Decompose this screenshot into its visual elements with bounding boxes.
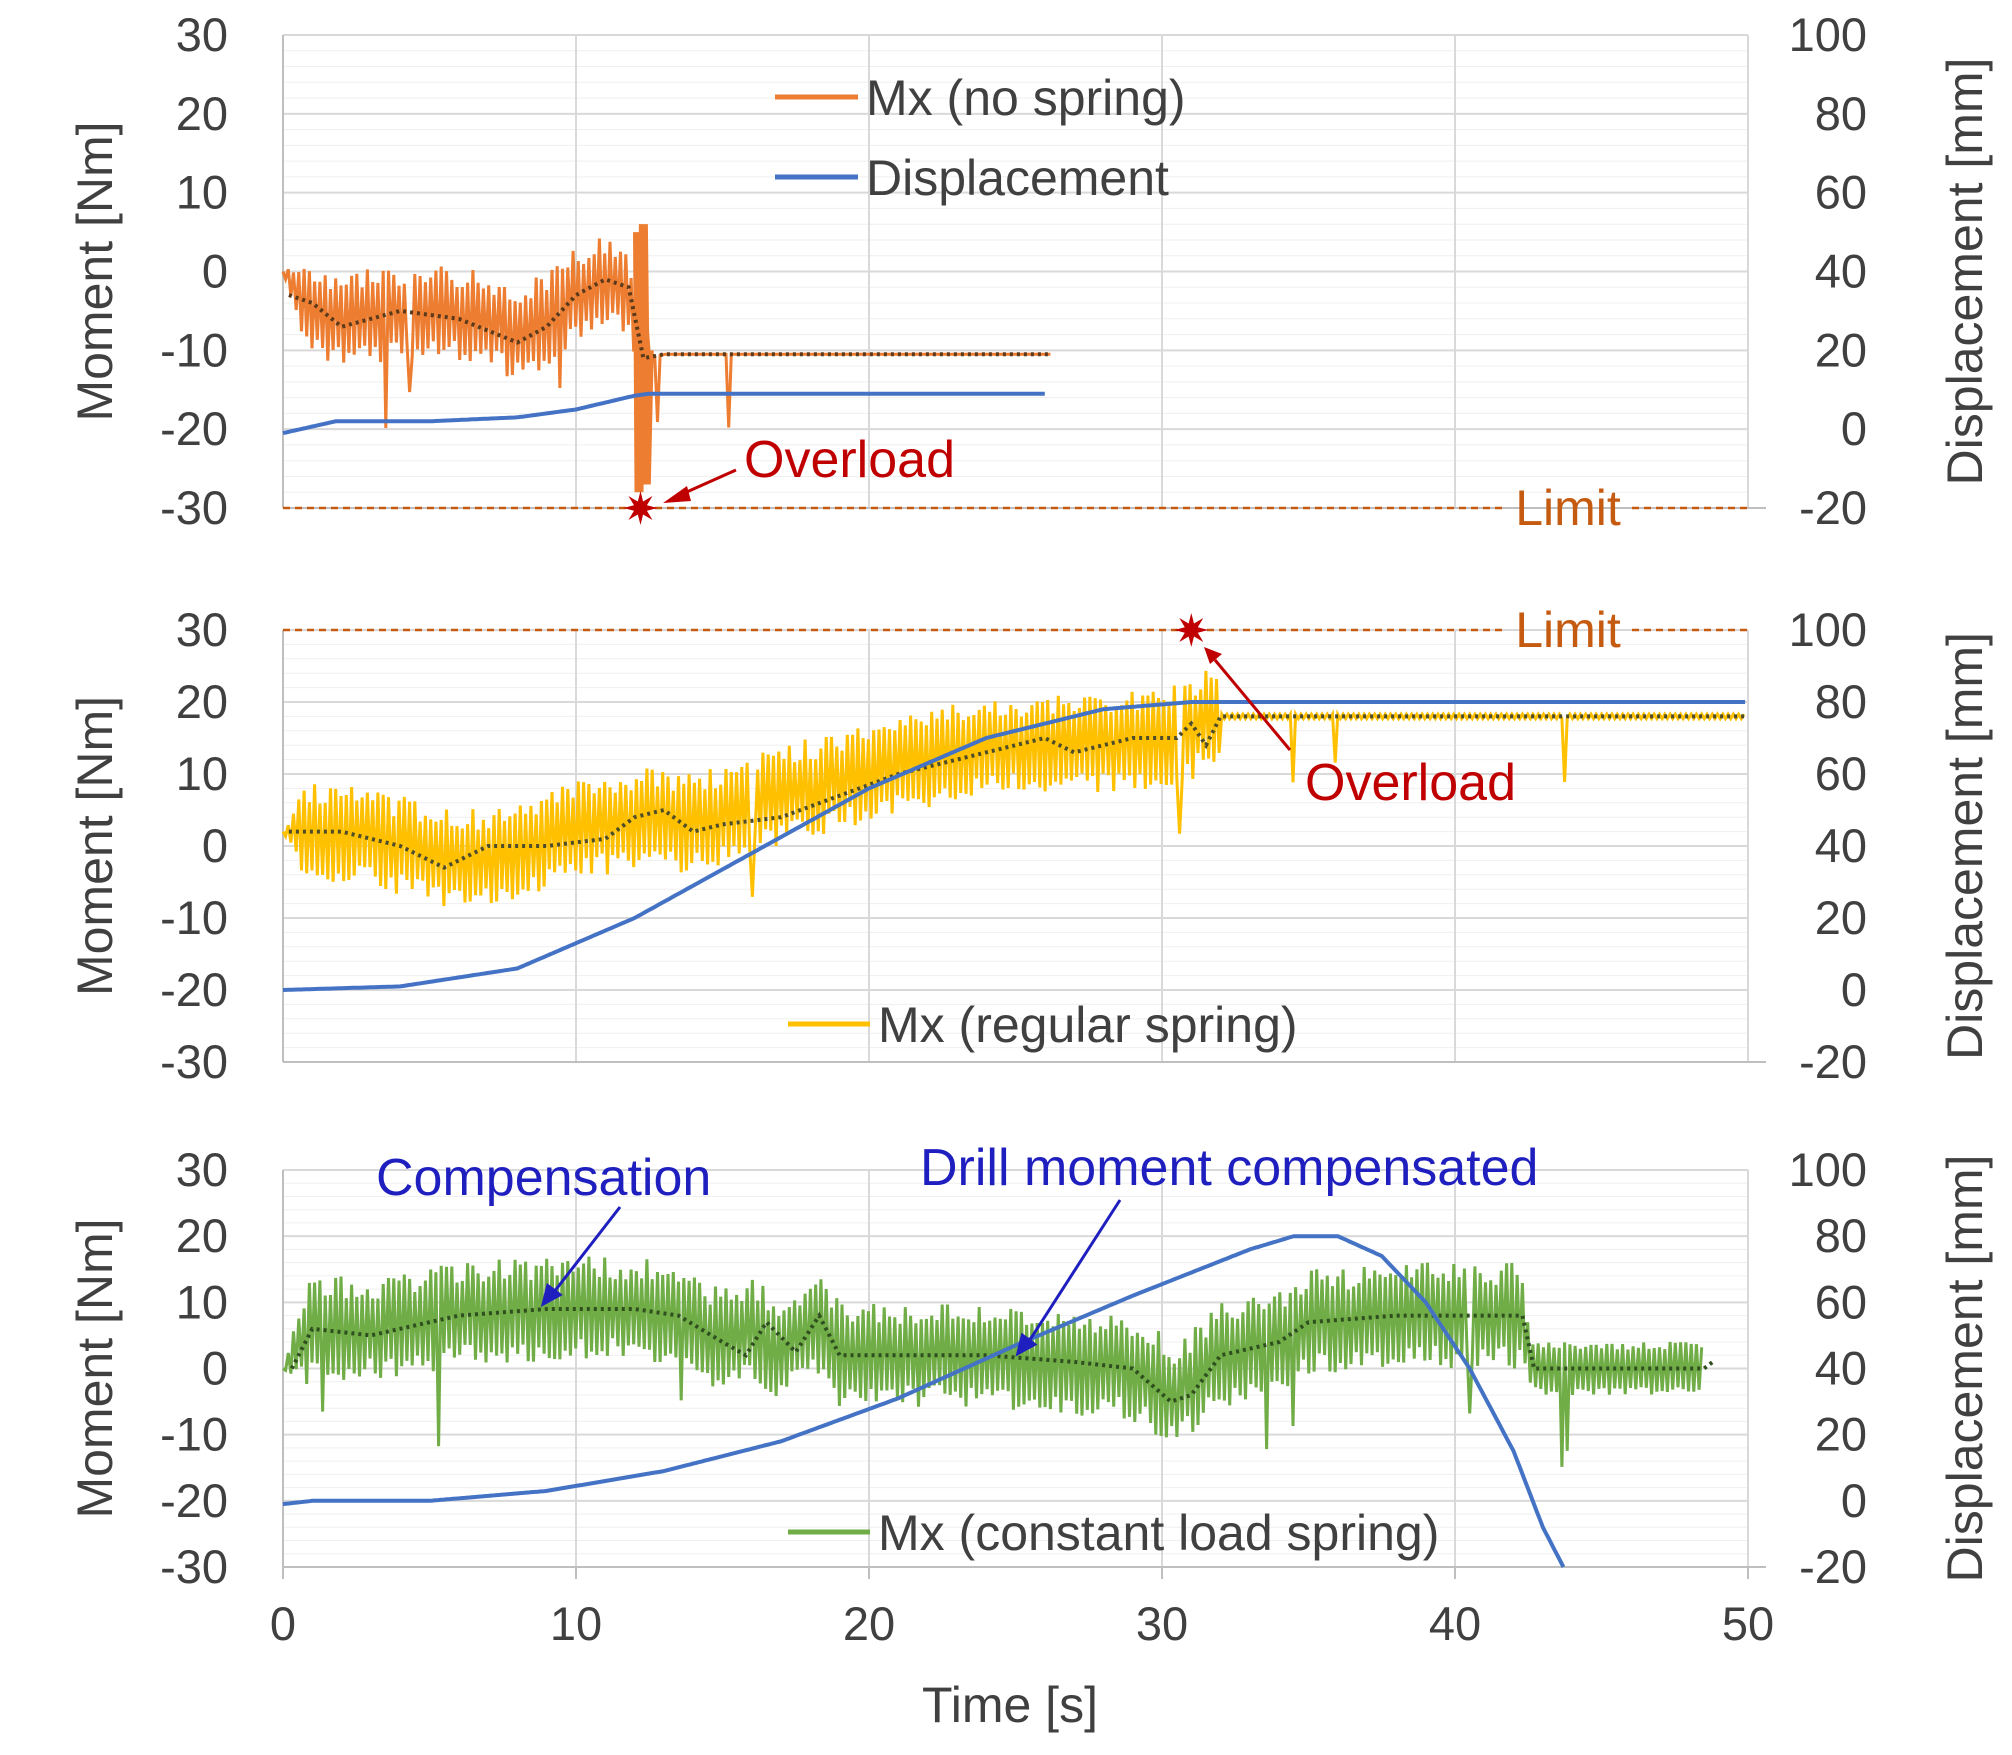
y2-tick-label: 0 — [1841, 1474, 1867, 1527]
y-tick-label: -20 — [160, 963, 228, 1016]
y2-tick-label: 60 — [1815, 166, 1867, 219]
y-tick-label: 20 — [176, 87, 228, 140]
overload-marker — [1174, 613, 1209, 647]
y-axis-title: Moment [Nm] — [67, 1218, 123, 1518]
moment-mean-series — [290, 1307, 1714, 1404]
y-tick-label: -30 — [160, 1540, 228, 1593]
y-tick-label: 30 — [176, 8, 228, 61]
y2-tick-label: 0 — [1841, 402, 1867, 455]
compensation-label: Compensation — [376, 1149, 711, 1207]
y-tick-label: 0 — [202, 1342, 228, 1395]
y2-axis-title: Displacement [mm] — [1937, 632, 1993, 1060]
y-tick-label: 30 — [176, 603, 228, 656]
y-axis-title: Moment [Nm] — [67, 121, 123, 421]
x-tick-label: 0 — [270, 1597, 296, 1650]
limit-label: Limit — [1515, 602, 1621, 658]
x-tick-label: 40 — [1429, 1597, 1481, 1650]
y-tick-label: -30 — [160, 1035, 228, 1088]
overload-arrow — [679, 468, 737, 497]
y-tick-label: 0 — [202, 819, 228, 872]
x-axis: 0 10 20 30 40 50 Time [s] — [270, 1567, 1774, 1733]
y2-tick-label: 40 — [1815, 1342, 1867, 1395]
moment-band-series — [281, 238, 1051, 429]
overload-label: Overload — [744, 431, 955, 489]
moment-band-series — [282, 1256, 1704, 1467]
y-tick-label: 20 — [176, 675, 228, 728]
y-tick-label: 10 — [176, 1275, 228, 1328]
overload-arrowhead — [1204, 647, 1222, 664]
y2-tick-label: 40 — [1815, 245, 1867, 298]
y2-axis-title: Displacement [mm] — [1937, 1155, 1993, 1583]
y-tick-label: 10 — [176, 166, 228, 219]
y2-tick-label: 60 — [1815, 747, 1867, 800]
y2-tick-label: 20 — [1815, 891, 1867, 944]
x-tick-label: 10 — [550, 1597, 602, 1650]
overload-label: Overload — [1305, 754, 1516, 812]
y2-tick-label: 100 — [1789, 8, 1867, 61]
x-tick-label: 20 — [843, 1597, 895, 1650]
y2-tick-label: 60 — [1815, 1275, 1867, 1328]
y-tick-label: 30 — [176, 1143, 228, 1196]
y-tick-label: -10 — [160, 323, 228, 376]
legend-label-displacement: Displacement — [866, 150, 1169, 206]
compensation-arrowhead — [540, 1282, 563, 1307]
y2-tick-label: -20 — [1799, 1035, 1867, 1088]
x-tick-label: 30 — [1136, 1597, 1188, 1650]
y-tick-label: 10 — [176, 747, 228, 800]
y-tick-label: -30 — [160, 481, 228, 534]
y2-tick-label: 100 — [1789, 603, 1867, 656]
limit-label: Limit — [1515, 480, 1621, 536]
y2-tick-label: 20 — [1815, 1408, 1867, 1461]
compensation-arrow — [553, 1206, 622, 1292]
y-tick-label: -20 — [160, 402, 228, 455]
y2-tick-label: 80 — [1815, 87, 1867, 140]
y-tick-label: 0 — [202, 245, 228, 298]
y-tick-label: -10 — [160, 891, 228, 944]
y2-tick-label: 0 — [1841, 963, 1867, 1016]
legend-label-moment: Mx (regular spring) — [878, 997, 1298, 1053]
y2-tick-label: -20 — [1799, 481, 1867, 534]
y-tick-label: -10 — [160, 1408, 228, 1461]
y2-tick-label: 80 — [1815, 675, 1867, 728]
displacement-series — [282, 700, 1746, 992]
displacement-series — [282, 391, 1045, 436]
moment-band-series — [281, 670, 1746, 907]
x-tick-label: 50 — [1722, 1597, 1774, 1650]
y2-axis-title: Displacement [mm] — [1937, 58, 1993, 486]
overload-arrowhead — [663, 486, 691, 503]
y2-tick-label: 20 — [1815, 323, 1867, 376]
overload-drop — [633, 224, 654, 493]
compensated-label: Drill moment compensated — [920, 1139, 1538, 1197]
compensated-arrowhead — [1015, 1332, 1038, 1357]
x-axis-title: Time [s] — [922, 1677, 1098, 1733]
y-tick-label: -20 — [160, 1474, 228, 1527]
y2-tick-label: 100 — [1789, 1143, 1867, 1196]
y-tick-label: 20 — [176, 1209, 228, 1262]
compensated-arrow — [1028, 1199, 1122, 1342]
displacement-series — [282, 1234, 1566, 1568]
legend-label-moment: Mx (constant load spring) — [878, 1505, 1439, 1561]
overload-marker — [623, 491, 658, 525]
y-axis-title: Moment [Nm] — [67, 696, 123, 996]
legend-label-moment: Mx (no spring) — [866, 70, 1186, 126]
y2-tick-label: 40 — [1815, 819, 1867, 872]
overload-arrow — [1213, 659, 1292, 751]
y2-tick-label: 80 — [1815, 1209, 1867, 1262]
y2-tick-label: -20 — [1799, 1540, 1867, 1593]
